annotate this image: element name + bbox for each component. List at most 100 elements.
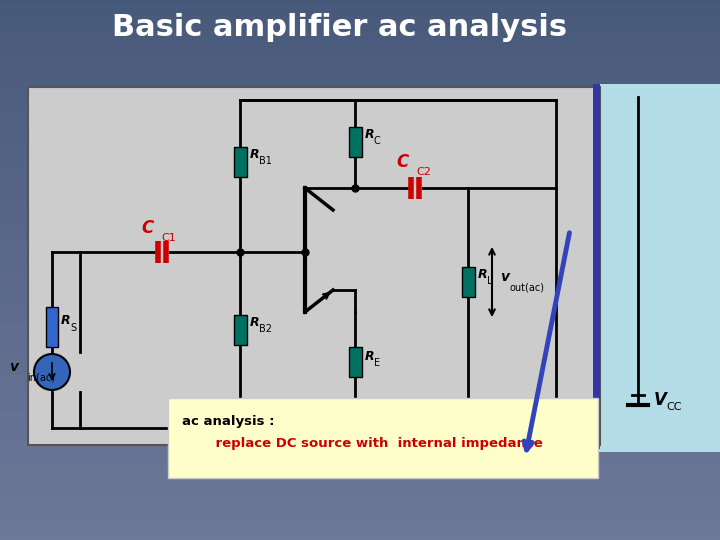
Bar [0,373,720,374]
Bar [0,465,720,466]
Bar [0,529,720,530]
Bar [0,304,720,305]
Bar [0,513,720,514]
Bar [0,247,720,248]
Bar [0,394,720,395]
Bar [0,503,720,504]
Bar [0,510,720,511]
Bar [0,267,720,268]
Bar [0,282,720,283]
Bar [0,288,720,289]
Bar [0,481,720,482]
Bar [0,303,720,304]
Bar [0,539,720,540]
Bar [0,447,720,448]
Bar [0,346,720,347]
Bar [0,41,720,42]
Bar [0,372,720,373]
Bar [0,51,720,52]
Bar [0,89,720,90]
Bar [0,352,720,353]
Bar [0,95,720,96]
Bar [0,511,720,512]
Bar [0,291,720,292]
Bar [0,212,720,213]
Bar [0,52,720,53]
Bar [0,76,720,77]
Bar [0,3,720,4]
Bar [0,166,720,167]
Bar [0,457,720,458]
Bar [0,396,720,397]
Bar [0,516,720,517]
Bar [0,16,720,17]
Bar [0,382,720,383]
Bar [0,43,720,44]
Text: C: C [397,153,409,171]
Bar [0,146,720,147]
Bar [0,301,720,302]
Bar [0,65,720,66]
Bar [0,517,720,518]
Bar [0,88,720,89]
Text: C2: C2 [416,167,431,177]
Bar [0,413,720,414]
Bar [0,374,720,375]
Bar [0,300,720,301]
Bar [0,296,720,297]
Bar [0,111,720,112]
Bar [0,331,720,332]
Bar [0,53,720,54]
Bar [0,371,720,372]
Bar [0,501,720,502]
Bar [0,254,720,255]
Bar [0,181,720,182]
Text: R: R [365,127,374,140]
Bar [0,499,720,500]
Bar [0,162,720,163]
Bar [0,329,720,330]
Bar [0,268,720,269]
Bar [0,244,720,245]
Bar [0,218,720,219]
Bar [0,519,720,520]
Bar [0,439,720,440]
Bar [0,531,720,532]
Bar [0,42,720,43]
Bar [0,229,720,230]
Bar [0,29,720,30]
Bar [0,231,720,232]
Bar [0,535,720,536]
Bar [0,538,720,539]
Bar [0,295,720,296]
Bar [0,138,720,139]
Bar [0,2,720,3]
Bar [0,306,720,307]
Bar [0,523,720,524]
Bar [0,205,720,206]
Bar [0,482,720,483]
Bar [0,62,720,63]
Bar [0,454,720,455]
Bar [0,189,720,190]
Bar [0,74,720,75]
Bar [0,360,720,361]
Bar [0,143,720,144]
Bar [0,455,720,456]
Bar [0,9,720,10]
Bar [0,33,720,34]
Bar [0,468,720,469]
Bar [0,27,720,28]
Bar [0,408,720,409]
Bar [0,239,720,240]
Bar [0,114,720,115]
Bar [0,459,720,460]
Bar [0,358,720,359]
Bar [0,32,720,33]
Bar [0,69,720,70]
Bar [0,478,720,479]
Bar [0,97,720,98]
Bar [0,36,720,37]
Bar [0,342,720,343]
Bar [0,470,720,471]
